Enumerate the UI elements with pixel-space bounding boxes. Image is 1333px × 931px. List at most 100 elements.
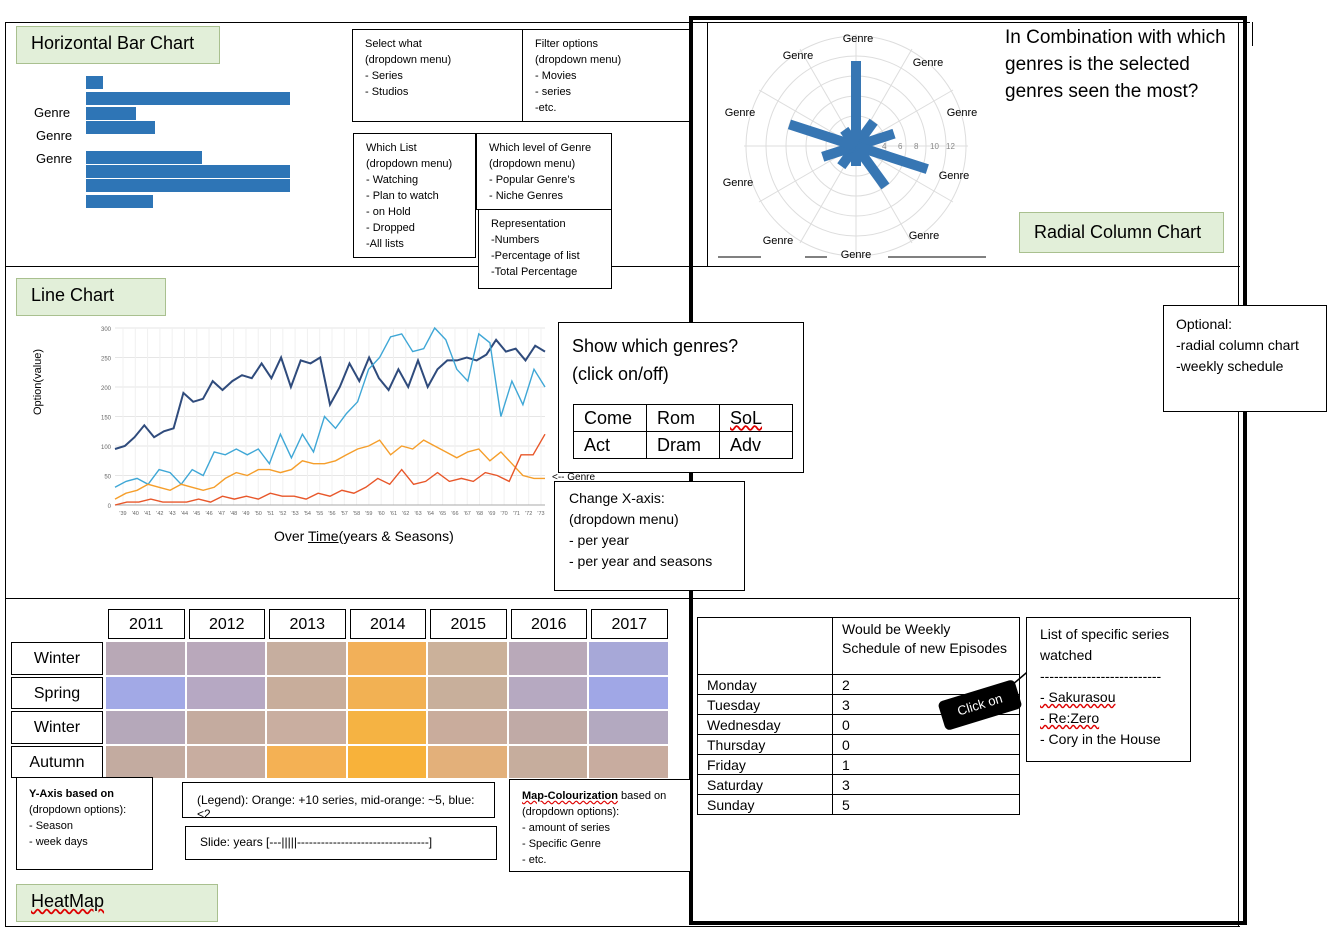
heatmap-cell[interactable] [588, 675, 669, 710]
heatmap-season-label[interactable]: Winter [11, 642, 103, 675]
which-list-title: Which List [366, 142, 417, 154]
change-x-line[interactable]: - per year and seasons [569, 553, 713, 569]
radial-tick-label: 8 [914, 142, 919, 151]
heatmap-cell[interactable] [346, 675, 427, 710]
heatmap-cell[interactable] [427, 675, 508, 710]
genre-toggle-sol[interactable]: SoL [719, 404, 793, 432]
representation-line[interactable]: -Numbers [491, 234, 540, 246]
heatmap-cell[interactable] [105, 744, 186, 779]
heatmap-year-header[interactable]: 2014 [349, 609, 426, 639]
radial-column-bar [854, 141, 929, 174]
heatmap-cell[interactable] [588, 744, 669, 779]
map-colourization-box[interactable]: Map-Colourization based on (dropdown opt… [509, 779, 691, 872]
heatmap-cell[interactable] [427, 744, 508, 779]
genre-toggle-romance[interactable]: Rom [646, 404, 720, 432]
heatmap-cell[interactable] [507, 744, 588, 779]
heatmap-cell[interactable] [185, 641, 266, 676]
genre-level-line: (dropdown menu) [489, 158, 576, 170]
which-list-line[interactable]: - Dropped [366, 222, 415, 234]
line-x-tick: '45 [193, 511, 200, 517]
table-row[interactable]: Sunday 5 [697, 794, 1020, 815]
select-what-box[interactable]: Select what (dropdown menu) - Series - S… [352, 29, 523, 122]
representation-box[interactable]: Representation -Numbers -Percentage of l… [478, 209, 612, 289]
map-box-line[interactable]: - Specific Genre [522, 838, 601, 850]
map-box-line[interactable]: - etc. [522, 854, 547, 866]
heatmap-cell[interactable] [427, 641, 508, 676]
heatmap-year-header[interactable]: 2017 [591, 609, 668, 639]
heatmap-cell[interactable] [105, 675, 186, 710]
select-what-title: Select what [365, 38, 422, 50]
line-x-tick: '72 [525, 511, 532, 517]
heatmap-season-label[interactable]: Spring [11, 676, 103, 709]
which-list-box[interactable]: Which List (dropdown menu) - Watching - … [353, 133, 476, 258]
heatmap-year-header[interactable]: 2015 [430, 609, 507, 639]
heatmap-year-header[interactable]: 2011 [108, 609, 185, 639]
radial-tick-label: 10 [930, 142, 939, 151]
radial-column-bar [851, 143, 890, 190]
y-axis-line[interactable]: - week days [29, 836, 88, 848]
genre-level-box[interactable]: Which level of Genre (dropdown menu) - P… [476, 133, 612, 210]
bar-label: Genre [36, 128, 73, 143]
heatmap-year-header[interactable]: 2013 [269, 609, 346, 639]
filter-options-line[interactable]: -etc. [535, 102, 557, 114]
change-x-line: (dropdown menu) [569, 511, 679, 527]
line-x-tick: '49 [242, 511, 249, 517]
table-row[interactable]: Thursday 0 [697, 734, 1020, 755]
series-item[interactable]: - Cory in the House [1040, 731, 1161, 747]
genre-toggle-comedy[interactable]: Come [573, 404, 647, 432]
map-box-line[interactable]: - amount of series [522, 822, 611, 834]
heatmap-cell[interactable] [507, 641, 588, 676]
heatmap-cell[interactable] [427, 710, 508, 745]
series-item[interactable]: - Re:Zero [1040, 710, 1100, 726]
genre-level-line[interactable]: - Popular Genre’s [489, 174, 576, 186]
change-x-axis-box[interactable]: Change X-axis: (dropdown menu) - per yea… [554, 481, 745, 591]
heatmap-cell[interactable] [588, 710, 669, 745]
heatmap-year-header[interactable]: 2012 [188, 609, 265, 639]
y-axis-line[interactable]: - Season [29, 820, 74, 832]
filter-options-line[interactable]: - series [535, 86, 572, 98]
representation-line[interactable]: -Percentage of list [491, 250, 580, 262]
heatmap-cell[interactable] [266, 710, 347, 745]
filter-options-line[interactable]: - Movies [535, 70, 577, 82]
heatmap-season-label[interactable]: Winter [11, 711, 103, 744]
heatmap-cell[interactable] [507, 710, 588, 745]
genre-level-line[interactable]: - Niche Genres [489, 190, 563, 202]
line-x-tick: '62 [402, 511, 409, 517]
heatmap-year-header[interactable]: 2016 [510, 609, 587, 639]
heatmap-cell[interactable] [266, 641, 347, 676]
which-list-line[interactable]: - Watching [366, 174, 419, 186]
y-axis-box[interactable]: Y-Axis based on (dropdown options): - Se… [16, 777, 153, 870]
which-list-line[interactable]: - on Hold [366, 206, 411, 218]
heatmap-cell[interactable] [588, 641, 669, 676]
heatmap-cell[interactable] [185, 744, 266, 779]
which-list-line[interactable]: - Plan to watch [366, 190, 439, 202]
genre-toggle-drama[interactable]: Dram [646, 431, 720, 459]
series-list-title: List of specific series watched [1040, 626, 1170, 663]
filter-options-box[interactable]: Filter options (dropdown menu) - Movies … [522, 29, 690, 122]
select-what-line[interactable]: - Studios [365, 86, 409, 98]
select-what-line[interactable]: - Series [365, 70, 403, 82]
heatmap-cell[interactable] [185, 710, 266, 745]
heatmap-cell[interactable] [105, 710, 186, 745]
slide-box[interactable]: Slide: years [---|||||------------------… [185, 826, 497, 860]
heatmap-season-label[interactable]: Autumn [11, 745, 103, 778]
heatmap-cell[interactable] [346, 710, 427, 745]
heatmap-cell[interactable] [507, 675, 588, 710]
series-item[interactable]: - Sakurasou [1040, 689, 1116, 705]
line-x-tick: '70 [501, 511, 508, 517]
table-row[interactable]: Saturday 3 [697, 774, 1020, 795]
genre-toggle-adventure[interactable]: Adv [719, 431, 793, 459]
change-x-line[interactable]: - per year [569, 532, 629, 548]
heatmap-cell[interactable] [266, 744, 347, 779]
heatmap-cell[interactable] [346, 744, 427, 779]
line-x-tick: '46 [205, 511, 212, 517]
heatmap-cell[interactable] [185, 675, 266, 710]
genre-toggle-action[interactable]: Act [573, 431, 647, 459]
table-row[interactable]: Friday 1 [697, 754, 1020, 775]
heatmap-cell[interactable] [105, 641, 186, 676]
which-list-line[interactable]: -All lists [366, 238, 404, 250]
heatmap-cell[interactable] [346, 641, 427, 676]
line-x-tick: '57 [341, 511, 348, 517]
heatmap-cell[interactable] [266, 675, 347, 710]
representation-line[interactable]: -Total Percentage [491, 266, 578, 278]
